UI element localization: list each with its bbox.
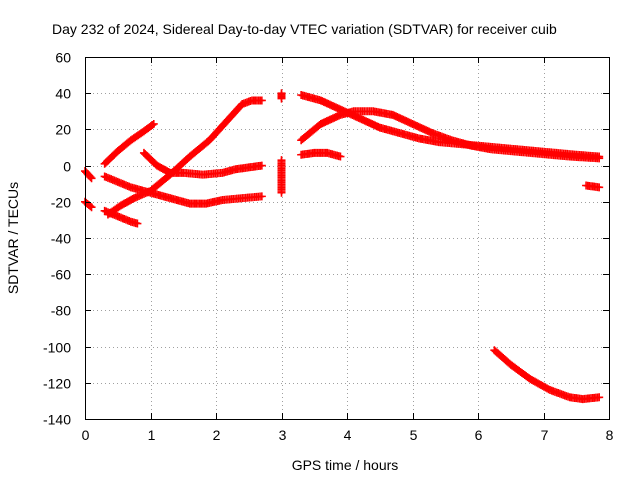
series-j <box>297 91 604 161</box>
y-axis-ticks: -140 -120 -100 -80 -60 -40 -20 0 20 40 60 <box>43 50 609 428</box>
x-tick-label: 2 <box>213 427 221 443</box>
series-f <box>103 96 266 219</box>
data-point <box>257 161 266 170</box>
y-tick-label: 40 <box>55 86 71 102</box>
data-point <box>87 203 96 212</box>
x-axis-ticks: 0 1 2 3 4 5 6 7 8 <box>82 57 614 443</box>
series-g <box>139 148 266 179</box>
data-point <box>133 219 142 228</box>
series-b <box>81 197 96 212</box>
data-point <box>149 119 158 128</box>
x-tick-label: 3 <box>279 427 287 443</box>
y-tick-label: -80 <box>51 303 71 319</box>
data-point <box>86 173 95 182</box>
data-point <box>595 154 604 163</box>
y-axis-label: SDTVAR / TECUs <box>5 182 21 294</box>
series-l <box>297 148 345 161</box>
y-tick-label: -40 <box>51 231 71 247</box>
x-tick-label: 0 <box>82 427 90 443</box>
x-tick-label: 7 <box>541 427 549 443</box>
grid <box>85 57 609 419</box>
data-point <box>257 192 266 201</box>
series-k <box>297 107 604 163</box>
data-point <box>277 94 286 103</box>
data-point <box>87 174 96 183</box>
x-tick-label: 8 <box>606 427 614 443</box>
y-tick-label: 60 <box>55 50 71 66</box>
x-tick-label: 6 <box>475 427 483 443</box>
data-point <box>277 188 286 197</box>
y-tick-label: -140 <box>43 412 71 428</box>
data-point <box>595 183 604 192</box>
data-point <box>148 121 157 130</box>
y-tick-label: 20 <box>55 122 71 138</box>
data-point <box>86 202 95 211</box>
y-tick-label: 0 <box>63 159 71 175</box>
series-m <box>490 346 604 404</box>
series-e <box>100 206 142 228</box>
series-n <box>582 181 604 192</box>
data-series <box>81 89 604 404</box>
y-tick-label: -60 <box>51 267 71 283</box>
series-d <box>100 172 266 208</box>
series-a <box>81 167 96 183</box>
chart-title: Day 232 of 2024, Sidereal Day-to-day VTE… <box>52 21 557 37</box>
y-tick-label: -120 <box>43 376 71 392</box>
x-axis-label: GPS time / hours <box>292 457 399 473</box>
data-point <box>595 393 604 402</box>
data-point <box>257 96 266 105</box>
data-point <box>336 152 345 161</box>
x-tick-label: 1 <box>148 427 156 443</box>
series-i <box>277 156 286 197</box>
series-h <box>277 89 286 103</box>
y-tick-label: -100 <box>43 340 71 356</box>
x-tick-label: 5 <box>410 427 418 443</box>
series-c <box>100 119 158 168</box>
x-tick-label: 4 <box>344 427 352 443</box>
y-tick-label: -20 <box>51 195 71 211</box>
